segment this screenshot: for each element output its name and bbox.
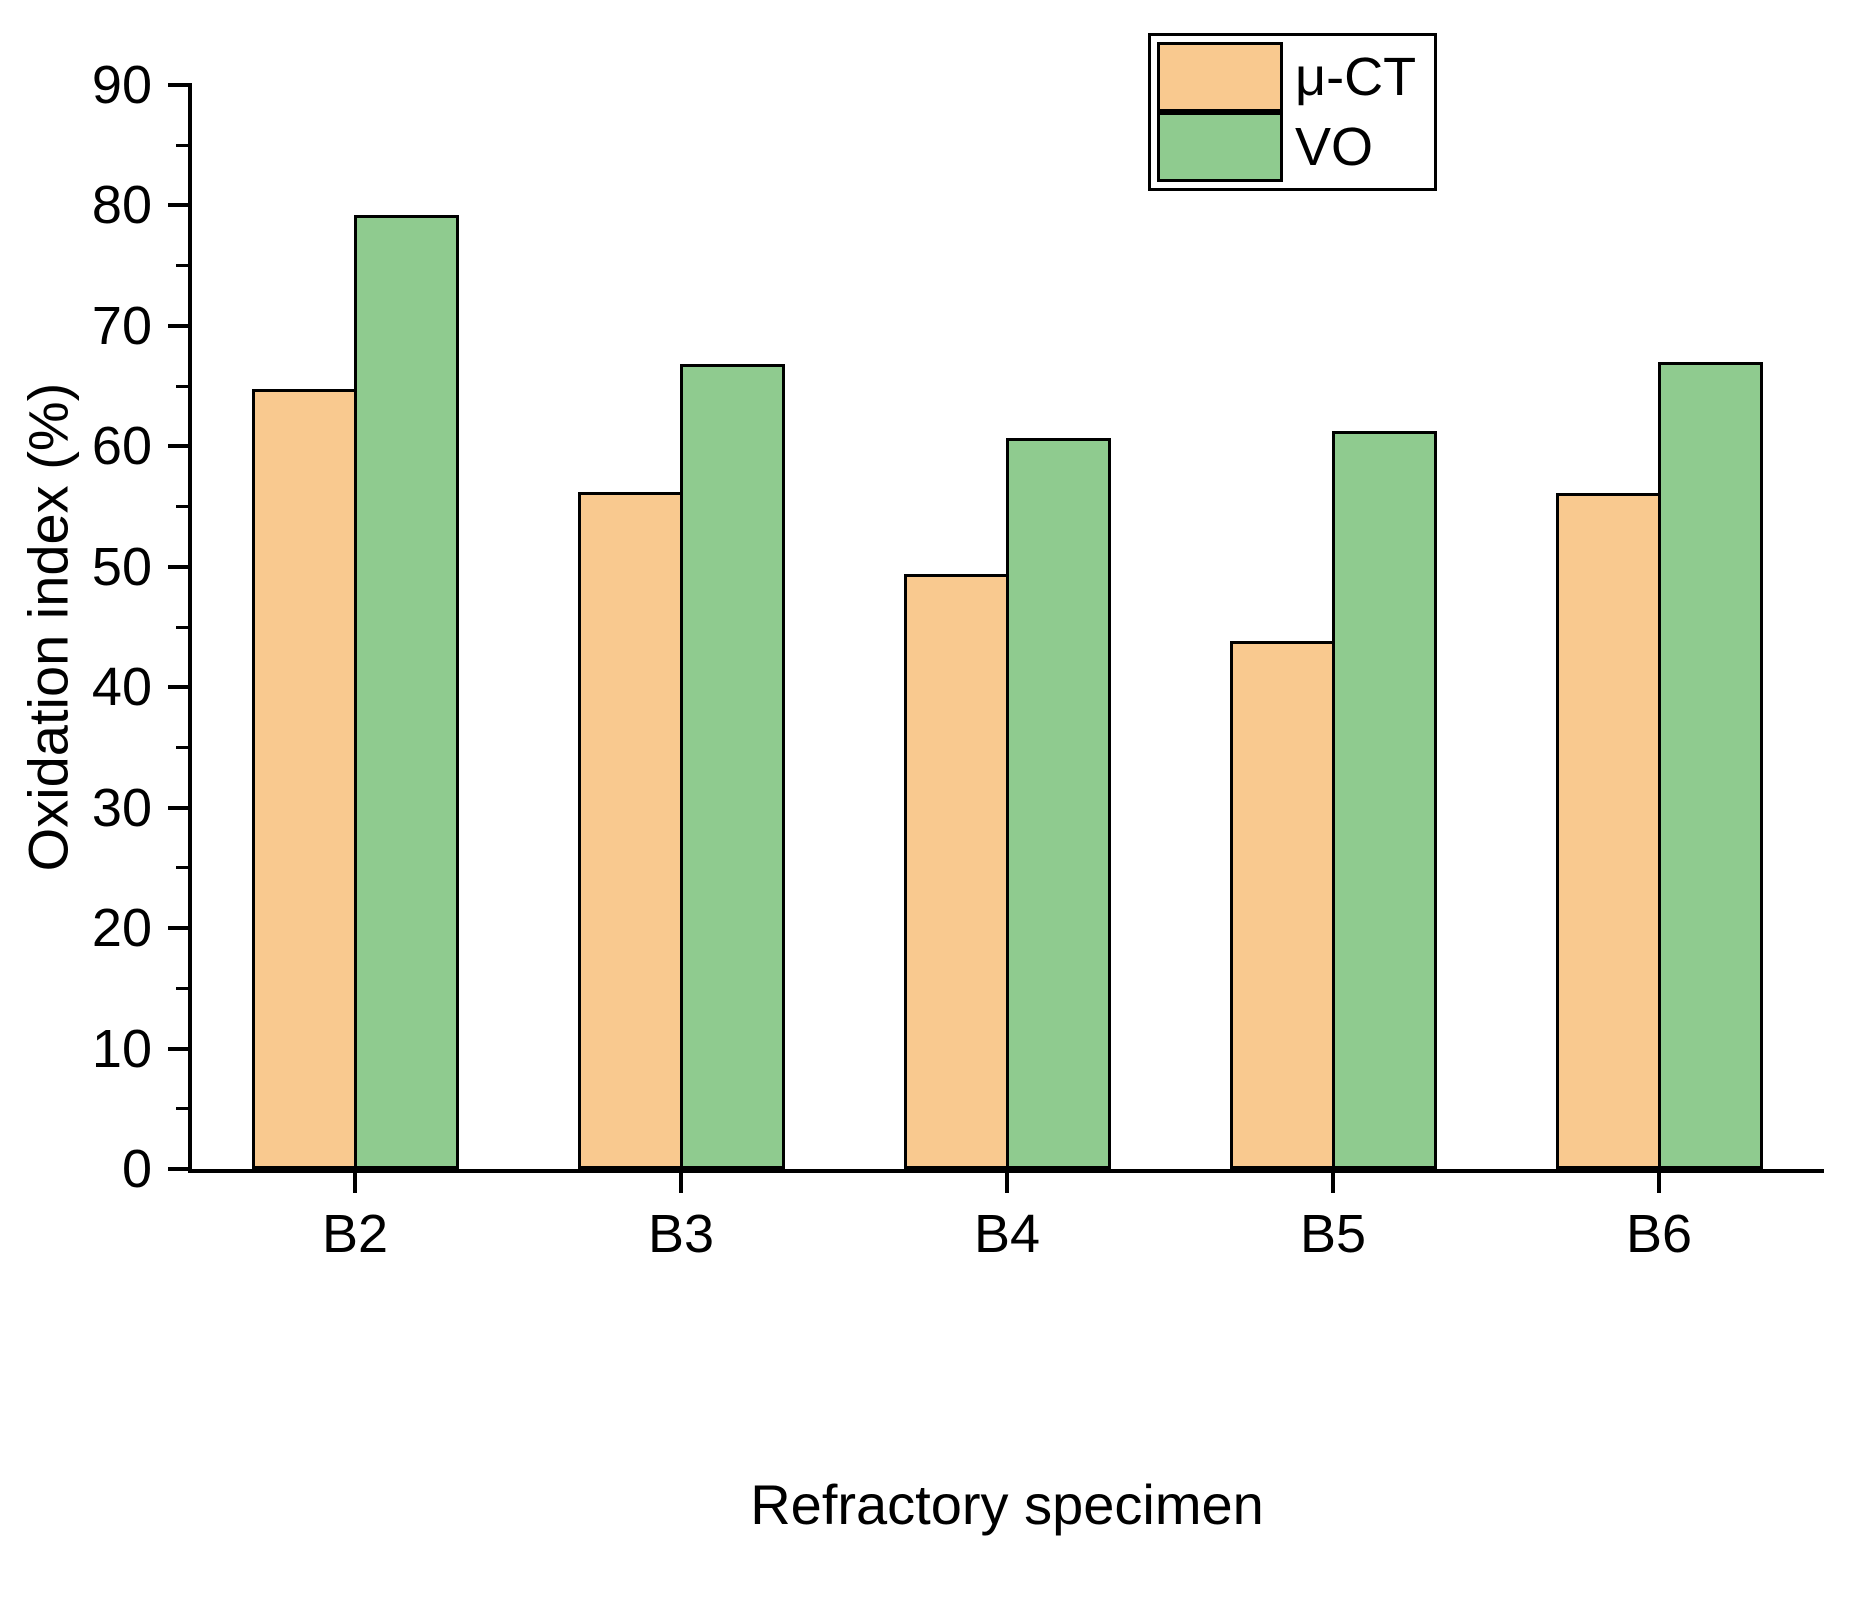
y-tick-label: 90 (91, 55, 152, 115)
y-major-tick (168, 323, 188, 328)
bar-B2-series1 (353, 215, 459, 1169)
bar-B4-series0 (903, 574, 1009, 1169)
bar-B5-series1 (1331, 430, 1437, 1169)
x-tick (1005, 1173, 1009, 1193)
x-tick (679, 1173, 683, 1193)
x-tick-label: B5 (1299, 1204, 1367, 1264)
y-axis-line (188, 83, 192, 1173)
legend: μ-CT VO (1148, 33, 1438, 191)
y-minor-tick (176, 745, 188, 749)
y-major-tick (168, 444, 188, 449)
bar-B5-series0 (1229, 641, 1335, 1169)
y-major-tick (168, 926, 188, 931)
y-minor-tick (176, 143, 188, 147)
y-major-tick (168, 564, 188, 569)
y-minor-tick (176, 1107, 188, 1111)
y-minor-tick (176, 866, 188, 870)
y-minor-tick (176, 384, 188, 388)
y-tick-label: 0 (121, 1139, 152, 1199)
x-tick-label: B3 (647, 1204, 715, 1264)
x-tick (1331, 1173, 1335, 1193)
y-major-tick (168, 1167, 188, 1171)
y-major-tick (168, 203, 188, 208)
x-tick-label: B6 (1625, 1204, 1693, 1264)
x-tick-label: B4 (973, 1204, 1041, 1264)
y-major-tick (168, 685, 188, 690)
plot-content (192, 85, 1822, 1169)
legend-item-uct: μ-CT (1157, 42, 1416, 112)
y-tick-label: 20 (91, 898, 152, 959)
y-major-tick (168, 805, 188, 810)
x-tick (353, 1173, 357, 1193)
bar-B3-series1 (679, 364, 785, 1169)
bar-B2-series0 (251, 388, 357, 1169)
bar-B6-series1 (1657, 362, 1763, 1169)
legend-label-uct: μ-CT (1295, 47, 1417, 107)
y-tick-label: 70 (91, 295, 152, 356)
bar-B6-series0 (1555, 493, 1661, 1169)
bar-B3-series0 (577, 492, 683, 1169)
legend-swatch-vo (1157, 112, 1283, 182)
bar-B4-series1 (1005, 437, 1111, 1169)
x-tick-label: B2 (321, 1204, 389, 1264)
x-tick (1657, 1173, 1661, 1193)
y-minor-tick (176, 505, 188, 509)
y-minor-tick (176, 986, 188, 990)
legend-label-vo: VO (1295, 117, 1374, 177)
legend-item-vo: VO (1157, 112, 1416, 182)
y-tick-label: 40 (91, 657, 152, 718)
y-tick-label: 80 (91, 175, 152, 236)
y-tick-label: 60 (91, 416, 152, 477)
x-axis-ticks: B2 B3 B4 B5 B6 (192, 1173, 1822, 1313)
x-axis-title: Refractory specimen (750, 1473, 1264, 1536)
y-tick-label: 50 (91, 536, 152, 597)
y-major-tick (168, 1046, 188, 1051)
y-axis-ticks: 0 10 20 30 40 50 60 70 80 90 (0, 55, 188, 1199)
y-minor-tick (176, 264, 188, 268)
y-major-tick (168, 83, 188, 87)
y-minor-tick (176, 625, 188, 629)
legend-swatch-uct (1157, 42, 1283, 112)
y-tick-label: 10 (91, 1018, 152, 1079)
y-tick-label: 30 (91, 777, 152, 838)
x-axis-line (188, 1169, 1824, 1173)
